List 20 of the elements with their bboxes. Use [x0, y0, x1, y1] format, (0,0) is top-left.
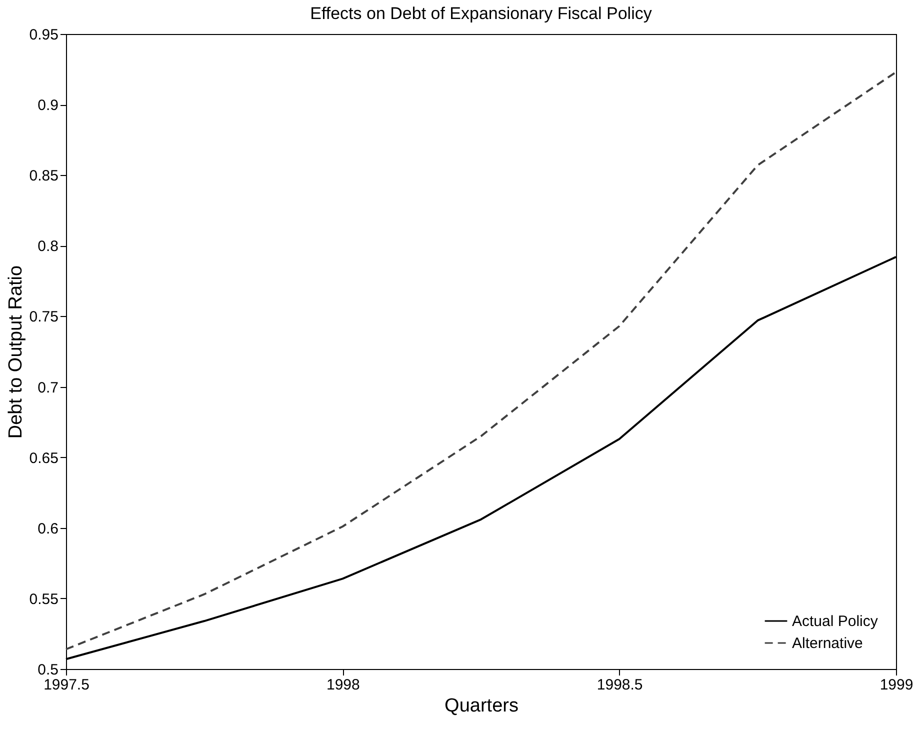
legend-label: Alternative [792, 635, 863, 652]
y-tick-label: 0.8 [38, 238, 58, 256]
y-tick-label: 0.9 [38, 97, 58, 114]
x-tick-label: 1997.5 [44, 676, 90, 694]
y-tick-label: 0.95 [29, 26, 58, 44]
legend-label: Actual Policy [792, 613, 878, 630]
y-tick-label: 0.55 [29, 590, 58, 608]
y-tick-label: 0.75 [29, 308, 58, 326]
y-tick-label: 0.85 [29, 168, 58, 185]
x-tick-label: 1999 [880, 676, 914, 694]
y-tick-label: 0.5 [38, 662, 58, 678]
chart-title: Effects on Debt of Expansionary Fiscal Policy [310, 4, 652, 23]
y-axis-title: Debt to Output Ratio [5, 265, 26, 439]
y-tick-label: 0.65 [29, 450, 58, 467]
x-axis-title: Quarters [444, 696, 518, 716]
line-series [65, 71, 897, 650]
x-tick-label: 1998 [326, 676, 360, 694]
x-tick-label: 1998.5 [596, 676, 643, 694]
y-tick-label: 0.6 [38, 520, 58, 538]
y-tick-label: 0.7 [38, 379, 58, 396]
